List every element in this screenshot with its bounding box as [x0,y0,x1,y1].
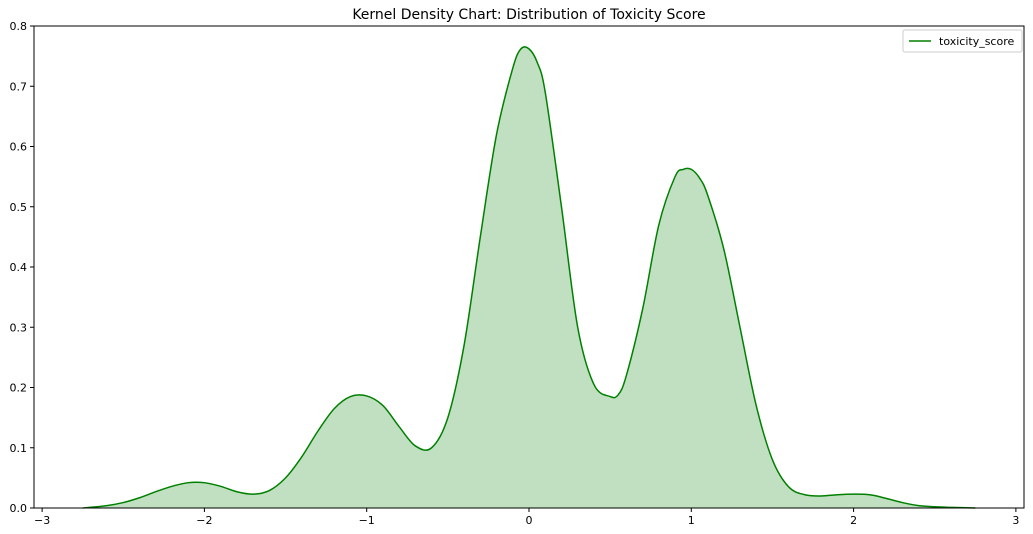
y-tick-label: 0.7 [10,80,28,93]
x-axis-ticks: −3 −2 −1 0 1 2 3 [34,508,1019,527]
y-tick-label: 0.4 [10,261,28,274]
y-tick-label: 0.1 [10,442,28,455]
y-tick-label: 0.3 [10,321,28,334]
density-fill [82,46,976,508]
chart-title: Kernel Density Chart: Distribution of To… [352,7,705,23]
x-tick-label: −3 [34,514,50,527]
y-tick-label: 0.6 [10,141,28,154]
y-tick-label: 0.5 [10,201,28,214]
x-tick-label: −1 [359,514,375,527]
x-tick-label: 2 [850,514,857,527]
y-axis-ticks: 0.0 0.1 0.2 0.3 0.4 0.5 0.6 0.7 0.8 [10,20,34,515]
y-tick-label: 0.2 [10,382,28,395]
density-line [82,46,976,509]
x-tick-label: −2 [196,514,212,527]
x-tick-label: 0 [526,514,533,527]
legend-label-toxicity-score: toxicity_score [939,35,1014,48]
legend-frame [902,29,1023,53]
x-tick-label: 3 [1012,514,1019,527]
plot-area [82,46,976,509]
x-tick-label: 1 [688,514,695,527]
y-tick-label: 0.8 [10,20,28,33]
y-tick-label: 0.0 [10,502,28,515]
legend: toxicity_score [902,29,1023,53]
